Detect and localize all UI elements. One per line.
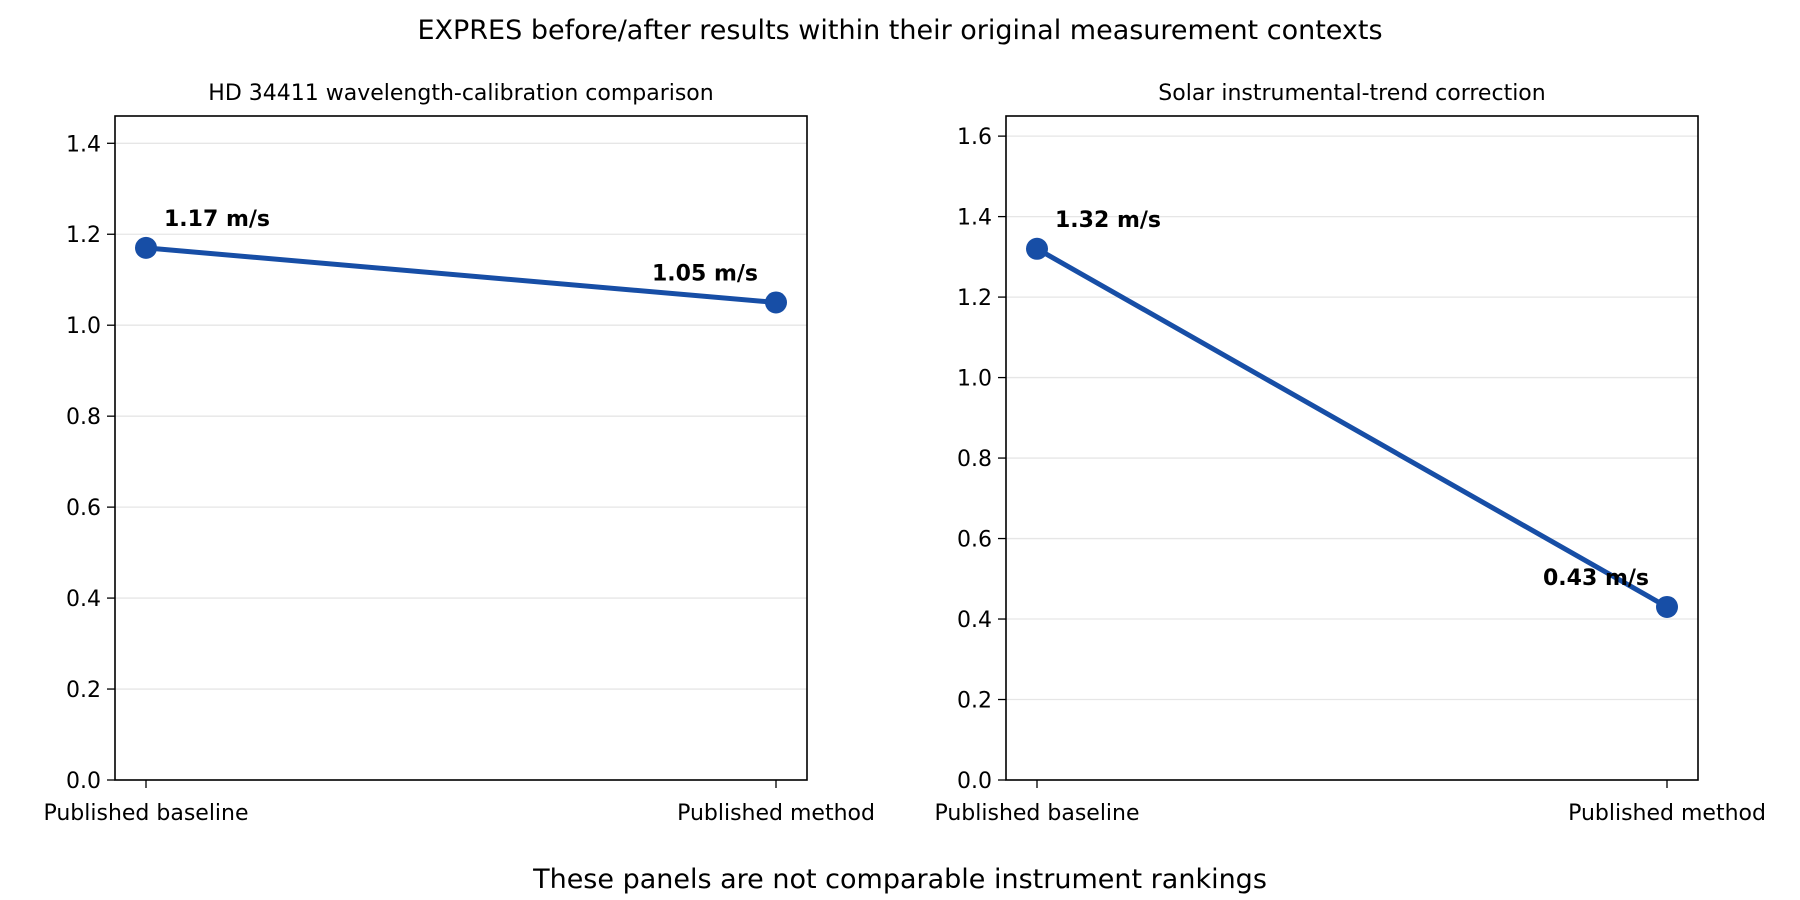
panel-title: HD 34411 wavelength-calibration comparis… — [208, 81, 713, 106]
data-point — [1026, 237, 1048, 260]
y-tick-label: 1.4 — [957, 206, 992, 231]
data-point — [135, 236, 157, 259]
y-tick-label: 0.4 — [66, 587, 101, 612]
data-point — [1656, 595, 1678, 618]
y-tick-label: 1.0 — [66, 314, 101, 339]
y-tick-label: 1.2 — [957, 286, 992, 311]
x-tick-label: Published baseline — [43, 801, 248, 826]
y-tick-label: 1.2 — [66, 223, 101, 248]
y-tick-label: 1.0 — [957, 367, 992, 392]
panel-title: Solar instrumental-trend correction — [1158, 81, 1545, 106]
chart-panel-wavelength-calibration: HD 34411 wavelength-calibration comparis… — [43, 81, 874, 826]
y-tick-label: 0.6 — [957, 528, 992, 553]
y-tick-label: 0.8 — [957, 447, 992, 472]
figure-title: EXPRES before/after results within their… — [417, 15, 1382, 46]
data-label: 1.05 m/s — [652, 261, 758, 286]
chart-panel-solar-trend: Solar instrumental-trend correction 0.0 0.… — [934, 81, 1765, 826]
axes-frame — [1005, 115, 1699, 781]
data-label: 1.32 m/s — [1055, 208, 1161, 233]
x-tick-label: Published baseline — [934, 801, 1139, 826]
axes-frame — [114, 115, 808, 781]
y-tick-label: 0.0 — [66, 769, 101, 794]
data-label: 0.43 m/s — [1543, 566, 1649, 591]
y-tick-label: 0.4 — [957, 608, 992, 633]
y-tick-label: 0.6 — [66, 496, 101, 521]
y-tick-label: 0.0 — [957, 769, 992, 794]
data-label: 1.17 m/s — [164, 207, 270, 232]
y-tick-label: 0.2 — [957, 689, 992, 714]
x-tick-label: Published method — [677, 801, 875, 826]
series-line — [143, 245, 779, 305]
y-tick-label: 0.8 — [66, 405, 101, 430]
y-tick-label: 0.2 — [66, 678, 101, 703]
series-line — [1034, 246, 1670, 610]
figure-footnote: These panels are not comparable instrume… — [532, 864, 1267, 895]
x-tick-label: Published method — [1568, 801, 1766, 826]
y-tick-label: 1.4 — [66, 132, 101, 157]
y-tick-label: 1.6 — [957, 125, 992, 150]
data-point — [765, 291, 787, 314]
